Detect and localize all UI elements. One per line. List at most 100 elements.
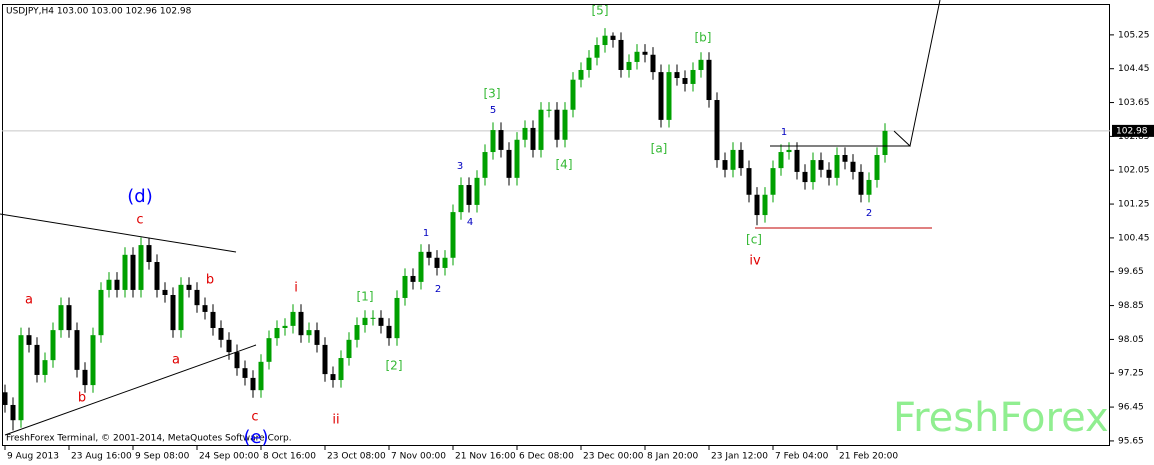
candle-body (202, 305, 208, 312)
candle-body (418, 251, 424, 282)
candle-body (538, 109, 544, 150)
wave-label: i (294, 281, 298, 296)
candle-body (10, 404, 16, 421)
candle-body (874, 154, 880, 180)
candle-body (82, 369, 88, 386)
trend-line (4, 344, 257, 436)
wave-label: iv (749, 254, 761, 269)
candle-body (258, 361, 264, 391)
y-tick-label: 98.05 (1118, 335, 1144, 345)
current-price-box (1112, 124, 1154, 137)
candle-body (882, 130, 888, 155)
candle-body (698, 59, 704, 70)
wave-label: ii (332, 413, 339, 428)
candle-body (114, 279, 120, 290)
wave-label: b (206, 273, 214, 288)
watermark: FreshForex (893, 395, 1109, 441)
candle-body (394, 297, 400, 339)
y-tick-label: 97.25 (1118, 369, 1144, 379)
candle-body (650, 54, 656, 73)
candle-body (74, 330, 80, 370)
candle-body (506, 149, 512, 178)
x-tick-label: 23 Oct 08:00 (327, 452, 386, 462)
candle-body (306, 330, 312, 336)
candle-body (434, 257, 440, 268)
wave-label: 5 (490, 105, 496, 116)
candle-body (690, 69, 696, 84)
wave-label: c (251, 410, 258, 425)
candle-body (802, 171, 808, 183)
candle-body (602, 35, 608, 46)
candle-body (290, 311, 296, 326)
candle-body (730, 149, 736, 170)
candle-body (546, 109, 552, 111)
candle-body (42, 360, 48, 375)
candle-body (298, 311, 304, 336)
candle-body (762, 194, 768, 216)
x-tick-label: 21 Feb 20:00 (839, 452, 898, 462)
plot-frame (2, 4, 1110, 446)
wave-label: 2 (435, 284, 441, 295)
candle-body (842, 154, 848, 162)
wave-label: 2 (866, 208, 872, 219)
x-tick-label: 23 Dec 00:00 (583, 452, 644, 462)
candle-body (274, 327, 280, 339)
candle-body (138, 245, 144, 290)
candle-body (34, 344, 40, 375)
y-tick-label: 105.25 (1118, 30, 1150, 40)
candle-body (578, 69, 584, 80)
candle-body (106, 279, 112, 290)
wave-label: [5] (592, 4, 609, 18)
candle-body (90, 335, 96, 386)
y-tick-label: 98.85 (1118, 301, 1144, 311)
candle-body (450, 212, 456, 258)
candle-body (442, 257, 448, 268)
candle-body (146, 245, 152, 263)
candle-body (722, 160, 728, 170)
wave-label: 1 (781, 127, 787, 138)
projection-line (893, 0, 941, 147)
candle-body (770, 168, 776, 195)
candle-body (610, 35, 616, 40)
candle-body (338, 358, 344, 381)
wave-label: a (25, 293, 33, 308)
candle-body (282, 325, 288, 328)
x-tick-label: 9 Sep 08:00 (135, 452, 190, 462)
candle-body (810, 160, 816, 183)
current-price-label: 102.98 (1116, 126, 1148, 136)
candle-body (210, 311, 216, 328)
candle-body (26, 335, 32, 345)
candle-body (354, 325, 360, 340)
candle-body (490, 130, 496, 153)
x-tick-label: 8 Oct 16:00 (263, 452, 316, 462)
candle-body (738, 149, 744, 169)
x-tick-label: 8 Jan 20:00 (647, 452, 699, 462)
y-tick-label: 100.45 (1118, 233, 1150, 243)
candle-body (346, 339, 352, 359)
candle-body (186, 284, 192, 290)
wave-label: [b] (695, 31, 712, 45)
x-tick-label: 7 Nov 00:00 (391, 452, 446, 462)
candle-body (706, 59, 712, 101)
candle-body (2, 392, 8, 405)
copyright: FreshForex Terminal, © 2001-2014, MetaQu… (6, 434, 292, 444)
candle-body (522, 127, 528, 140)
wave-label: b (78, 391, 86, 406)
candle-body (178, 284, 184, 331)
candle-body (130, 254, 136, 290)
chart-header: USDJPY,H4 103.00 103.00 102.96 102.98 (6, 7, 192, 17)
candle-body (66, 305, 72, 331)
candle-body (778, 152, 784, 169)
x-tick-label: 24 Sep 00:00 (199, 452, 259, 462)
wave-label: [c] (746, 233, 762, 247)
candle-body (226, 339, 232, 353)
candle-body (562, 109, 568, 140)
candle-body (162, 289, 168, 296)
candle-body (658, 72, 664, 120)
wave-label: (e) (243, 427, 268, 448)
y-tick-label: 102.05 (1118, 166, 1150, 176)
candle-body (666, 72, 672, 120)
candle-body (18, 335, 24, 421)
candle-body (746, 168, 752, 195)
